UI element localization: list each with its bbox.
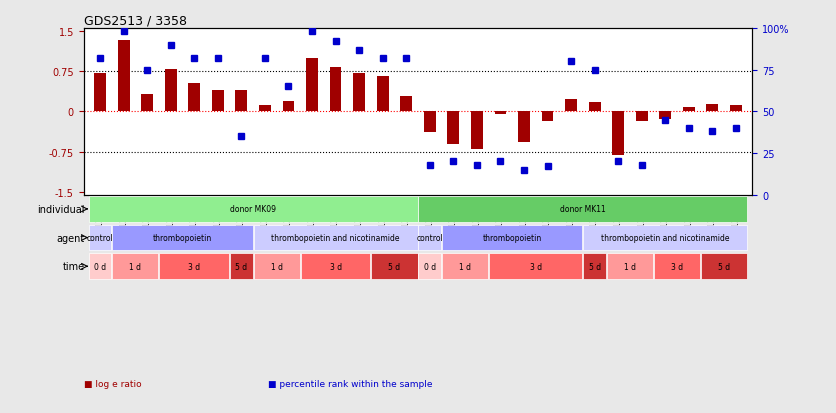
Bar <box>424 112 436 133</box>
Bar <box>612 112 624 156</box>
Text: 1 d: 1 d <box>624 262 636 271</box>
Bar <box>354 74 365 112</box>
Text: 5 d: 5 d <box>718 262 730 271</box>
FancyBboxPatch shape <box>701 254 747 280</box>
Bar <box>188 84 200 112</box>
Text: control: control <box>416 233 443 242</box>
Bar <box>589 103 600 112</box>
FancyBboxPatch shape <box>654 254 700 280</box>
FancyBboxPatch shape <box>607 254 653 280</box>
Bar <box>660 112 671 119</box>
Text: donor MK09: donor MK09 <box>230 205 276 214</box>
FancyBboxPatch shape <box>419 254 441 280</box>
Text: 0 d: 0 d <box>94 262 106 271</box>
FancyBboxPatch shape <box>371 254 417 280</box>
Bar <box>306 58 318 112</box>
FancyBboxPatch shape <box>89 254 111 280</box>
FancyBboxPatch shape <box>584 225 747 251</box>
Text: 5 d: 5 d <box>235 262 247 271</box>
Bar <box>542 112 553 122</box>
Text: 0 d: 0 d <box>424 262 436 271</box>
Text: thrombopoietin and nicotinamide: thrombopoietin and nicotinamide <box>601 233 730 242</box>
Bar <box>447 112 459 144</box>
Text: thrombopoietin: thrombopoietin <box>153 233 212 242</box>
Bar <box>259 106 271 112</box>
FancyBboxPatch shape <box>112 225 252 251</box>
Bar <box>377 77 389 112</box>
Bar <box>683 108 695 112</box>
Text: 1 d: 1 d <box>271 262 283 271</box>
Bar <box>400 97 412 112</box>
FancyBboxPatch shape <box>419 197 747 222</box>
FancyBboxPatch shape <box>112 254 159 280</box>
Bar <box>118 41 130 112</box>
FancyBboxPatch shape <box>442 254 488 280</box>
Bar <box>730 106 742 112</box>
Text: ■ percentile rank within the sample: ■ percentile rank within the sample <box>268 379 432 388</box>
Bar <box>236 90 247 112</box>
FancyBboxPatch shape <box>419 225 441 251</box>
Bar <box>565 100 577 112</box>
FancyBboxPatch shape <box>253 254 300 280</box>
FancyBboxPatch shape <box>489 254 583 280</box>
FancyBboxPatch shape <box>442 225 583 251</box>
FancyBboxPatch shape <box>584 254 606 280</box>
Text: 3 d: 3 d <box>188 262 201 271</box>
Text: 1 d: 1 d <box>130 262 141 271</box>
FancyBboxPatch shape <box>230 254 252 280</box>
FancyBboxPatch shape <box>301 254 370 280</box>
Text: agent: agent <box>57 233 84 243</box>
Bar <box>165 70 176 112</box>
Text: 3 d: 3 d <box>329 262 342 271</box>
Bar <box>283 101 294 112</box>
Bar <box>518 112 530 143</box>
Text: 3 d: 3 d <box>671 262 683 271</box>
Text: 3 d: 3 d <box>530 262 542 271</box>
Bar <box>141 95 153 112</box>
FancyBboxPatch shape <box>89 225 111 251</box>
Text: thrombopoietin: thrombopoietin <box>482 233 542 242</box>
Bar <box>94 74 106 112</box>
Text: control: control <box>87 233 114 242</box>
FancyBboxPatch shape <box>253 225 417 251</box>
Bar <box>329 68 341 112</box>
FancyBboxPatch shape <box>89 197 417 222</box>
Text: 5 d: 5 d <box>589 262 601 271</box>
Text: donor MK11: donor MK11 <box>560 205 606 214</box>
Text: ■ log e ratio: ■ log e ratio <box>84 379 141 388</box>
Text: 1 d: 1 d <box>459 262 472 271</box>
Text: time: time <box>63 261 84 271</box>
Bar <box>706 105 718 112</box>
Bar <box>636 112 648 122</box>
Bar <box>471 112 482 150</box>
Bar <box>212 90 224 112</box>
Text: GDS2513 / 3358: GDS2513 / 3358 <box>84 15 186 28</box>
Text: individual: individual <box>38 204 84 214</box>
Bar <box>495 112 507 115</box>
FancyBboxPatch shape <box>160 254 229 280</box>
Text: 5 d: 5 d <box>389 262 400 271</box>
Text: thrombopoietin and nicotinamide: thrombopoietin and nicotinamide <box>272 233 400 242</box>
